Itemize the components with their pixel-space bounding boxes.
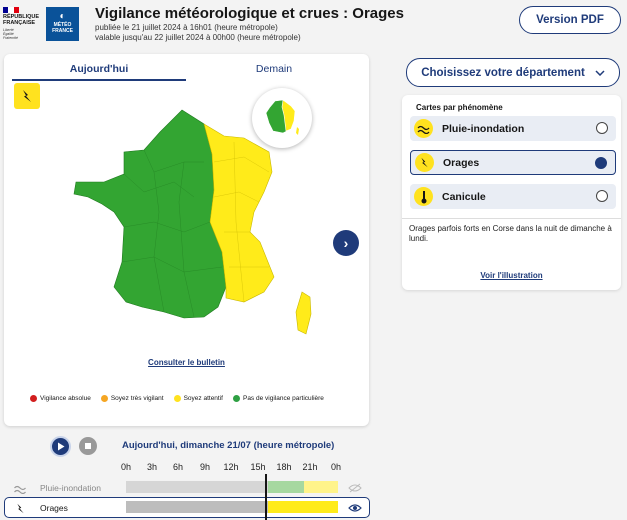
phenomena-heading: Cartes par phénomène — [416, 103, 503, 112]
map-legend: Vigilance absolue Soyez très vigilant So… — [30, 395, 324, 402]
stop-icon — [85, 443, 91, 449]
mini-france-icon — [265, 99, 299, 135]
french-flag-icon — [3, 7, 19, 13]
stop-button[interactable] — [79, 437, 97, 455]
timeline-bar-yellow — [304, 481, 338, 493]
rain-flood-icon — [414, 119, 433, 138]
radio-rain-flood[interactable] — [596, 122, 608, 134]
republic-motto: Liberté Égalité Fraternité — [3, 28, 18, 40]
pdf-version-button[interactable]: Version PDF — [519, 6, 621, 34]
department-select[interactable]: Choisissez votre département — [406, 58, 620, 87]
yellow-dot-icon — [173, 395, 181, 402]
radio-storms[interactable] — [595, 157, 607, 169]
next-map-button[interactable]: › — [333, 230, 359, 256]
legend-item-green: Pas de vigilance particulière — [232, 395, 324, 402]
timeline-row-label: Pluie-inondation — [40, 483, 101, 493]
lightning-icon — [12, 501, 28, 515]
phenomenon-rain-flood[interactable]: Pluie-inondation — [410, 116, 616, 141]
illustration-link[interactable]: Voir l'illustration — [480, 271, 543, 280]
map-card: Aujourd'hui Demain › Consulter le bullet… — [4, 54, 369, 426]
phenomenon-storms[interactable]: Orages — [410, 150, 616, 175]
hour-tick: 3h — [146, 462, 157, 472]
hour-tick: 0h — [330, 462, 341, 472]
hour-tick: 15h — [250, 462, 266, 472]
current-phenomenon-badge — [14, 83, 40, 109]
rain-flood-icon — [12, 481, 28, 495]
timeline-bar-past — [126, 481, 268, 493]
hour-tick: 21h — [302, 462, 318, 472]
lightning-icon — [23, 90, 31, 102]
legend-item-red: Vigilance absolue — [30, 395, 91, 402]
hour-tick: 6h — [172, 462, 183, 472]
overseas-mini-map[interactable] — [252, 88, 312, 148]
current-time-marker[interactable] — [265, 474, 267, 520]
published-date: publiée le 21 juillet 2024 à 16h01 (heur… — [95, 23, 278, 32]
tab-tomorrow[interactable]: Demain — [255, 63, 293, 75]
page-title: Vigilance météorologique et crues : Orag… — [95, 5, 404, 22]
phenomenon-heatwave[interactable]: Canicule — [410, 184, 616, 209]
divider — [402, 218, 621, 219]
phenomena-card: Cartes par phénomène Pluie-inondation Or… — [402, 95, 621, 290]
play-button[interactable] — [50, 436, 71, 457]
red-dot-icon — [30, 395, 37, 402]
tab-today[interactable]: Aujourd'hui — [12, 63, 186, 81]
play-icon — [57, 442, 64, 451]
eye-off-icon[interactable] — [348, 481, 362, 495]
meteo-france-logo[interactable]: ◐ MÉTÉO FRANCE — [46, 7, 79, 41]
republique-francaise-logo: RÉPUBLIQUE FRANÇAISE Liberté Égalité Fra… — [3, 7, 43, 40]
timeline-bar-yellow — [268, 501, 338, 513]
chevron-right-icon: › — [343, 235, 349, 251]
timeline-bar-green — [268, 481, 304, 493]
thermometer-icon — [414, 187, 433, 206]
hour-tick: 18h — [276, 462, 292, 472]
header: RÉPUBLIQUE FRANÇAISE Liberté Égalité Fra… — [0, 0, 627, 50]
orange-dot-icon — [100, 395, 108, 402]
valid-until-date: valable jusqu'au 22 juillet 2024 à 00h00… — [95, 33, 301, 42]
timeline-title: Aujourd'hui, dimanche 21/07 (heure métro… — [122, 440, 335, 451]
bulletin-link[interactable]: Consulter le bulletin — [148, 358, 225, 367]
legend-item-yellow: Soyez attentif — [173, 395, 223, 402]
republic-name: RÉPUBLIQUE FRANÇAISE — [3, 14, 40, 26]
hour-tick: 12h — [223, 462, 239, 472]
timeline-bar-past — [126, 501, 268, 513]
hour-tick: 9h — [199, 462, 210, 472]
timeline-row-label: Orages — [40, 503, 68, 513]
lightning-icon — [415, 153, 434, 172]
green-dot-icon — [232, 395, 240, 402]
legend-item-orange: Soyez très vigilant — [100, 395, 164, 402]
meteo-france-mark-icon: ◐ — [59, 11, 66, 22]
eye-icon[interactable] — [348, 501, 362, 515]
chevron-down-icon — [595, 69, 605, 76]
radio-heatwave[interactable] — [596, 190, 608, 202]
phenomenon-description: Orages parfois forts en Corse dans la nu… — [409, 224, 612, 243]
france-vigilance-map[interactable] — [64, 102, 324, 342]
hour-tick: 0h — [120, 462, 131, 472]
